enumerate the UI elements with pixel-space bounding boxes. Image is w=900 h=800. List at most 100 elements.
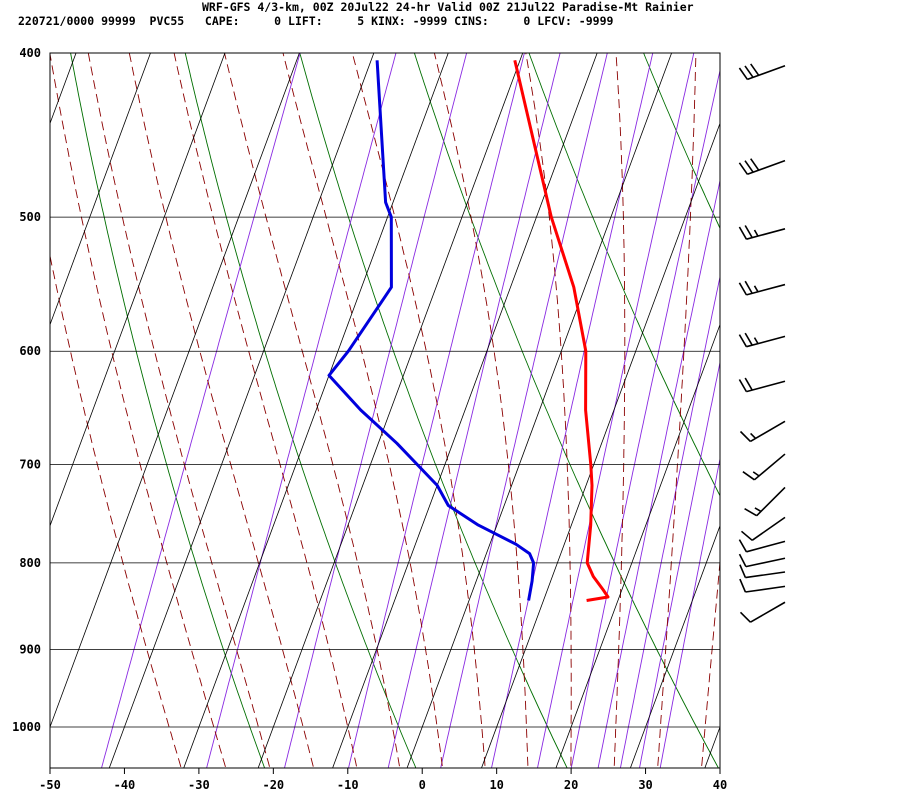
wind-barb-staff bbox=[747, 65, 786, 81]
temperature-tick-label: -40 bbox=[114, 778, 136, 792]
wind-barb-feather bbox=[744, 160, 754, 173]
mixing-ratio-line bbox=[619, 274, 720, 768]
sounding-profiles bbox=[327, 59, 610, 602]
wind-barb-feather bbox=[738, 162, 749, 175]
wind-barb-half-feather bbox=[753, 229, 759, 237]
moist-adiabat-line bbox=[282, 53, 443, 768]
wind-barb bbox=[738, 332, 786, 348]
isotherm-line bbox=[555, 323, 720, 768]
mixing-ratio-line bbox=[101, 53, 301, 768]
temperature-tick-label: 40 bbox=[713, 778, 727, 792]
mixing-ratio-line bbox=[440, 53, 608, 768]
wind-barb-feather bbox=[740, 530, 753, 541]
pressure-tick-label: 700 bbox=[19, 458, 41, 472]
temperature-tick-label: 0 bbox=[419, 778, 426, 792]
wind-barb-feather bbox=[738, 379, 748, 393]
wind-barb-half-feather bbox=[750, 432, 757, 439]
moist-adiabat-line bbox=[351, 53, 486, 768]
isotherm-line bbox=[481, 122, 720, 768]
wind-barb-feather bbox=[744, 508, 758, 517]
temperature-profile-line bbox=[513, 59, 610, 602]
wind-barbs bbox=[738, 63, 786, 623]
wind-barb bbox=[739, 420, 786, 443]
mixing-ratio-line bbox=[597, 178, 720, 768]
wind-barb bbox=[738, 225, 786, 240]
wind-barb-feather bbox=[742, 471, 755, 481]
wind-barb-half-feather bbox=[752, 471, 760, 477]
pressure-tick-label: 500 bbox=[19, 210, 41, 224]
wind-barb bbox=[739, 601, 786, 623]
wind-barb-staff bbox=[746, 380, 786, 393]
pressure-tick-label: 1000 bbox=[12, 720, 41, 734]
wind-barb-staff bbox=[747, 159, 786, 176]
wind-barb-feather bbox=[739, 578, 747, 593]
isotherm-line bbox=[50, 53, 77, 125]
temperature-tick-label: 30 bbox=[638, 778, 652, 792]
wind-barb-feather bbox=[739, 564, 747, 578]
wind-barb-staff bbox=[753, 453, 786, 481]
wind-barb bbox=[738, 539, 786, 553]
dry-adiabat-line bbox=[70, 53, 266, 768]
wind-barb-feather bbox=[738, 334, 748, 348]
wind-barb-feather bbox=[744, 332, 753, 346]
mixing-ratio-line bbox=[570, 68, 720, 768]
moist-adiabat-line bbox=[613, 53, 626, 768]
dry-adiabat-line bbox=[643, 53, 720, 230]
wind-barb-staff bbox=[745, 585, 786, 593]
wind-barb-feather bbox=[750, 63, 760, 76]
temperature-tick-label: -30 bbox=[188, 778, 210, 792]
wind-barb-staff bbox=[746, 228, 786, 240]
moist-adiabat-line bbox=[657, 53, 697, 768]
temperature-tick-label: -50 bbox=[39, 778, 61, 792]
wind-barb bbox=[744, 486, 786, 517]
wind-barb-feather bbox=[750, 158, 760, 171]
dry-adiabat-line bbox=[299, 53, 568, 768]
wind-barb bbox=[739, 564, 786, 579]
isotherm-line bbox=[108, 53, 375, 768]
wind-barb-feather bbox=[744, 225, 753, 239]
mixing-ratio-line bbox=[206, 53, 397, 768]
wind-barb-feather bbox=[739, 430, 751, 442]
wind-barb-half-feather bbox=[753, 285, 759, 293]
wind-barb-staff bbox=[746, 283, 786, 296]
moist-adiabat-line bbox=[128, 53, 315, 768]
dry-adiabat-line bbox=[184, 53, 417, 768]
isotherm-line bbox=[257, 53, 524, 768]
wind-barb-feather bbox=[738, 553, 747, 567]
isotherm-line bbox=[0, 53, 2, 768]
mixing-ratio-line bbox=[659, 456, 720, 768]
pressure-axis: 400 500 600 700 800 900 1000 bbox=[12, 46, 41, 734]
isotherm-line bbox=[50, 53, 300, 729]
dewpoint-profile-line bbox=[327, 60, 536, 601]
temperature-axis: -50 -40 -30 -20 -10 0 10 20 30 40 bbox=[39, 768, 727, 792]
isotherm-line bbox=[50, 53, 151, 326]
pressure-tick-label: 800 bbox=[19, 556, 41, 570]
wind-barb-staff bbox=[746, 335, 786, 348]
wind-barb bbox=[739, 578, 786, 593]
wind-barb-feather bbox=[738, 67, 749, 80]
temperature-tick-label: -20 bbox=[262, 778, 284, 792]
wind-barb bbox=[738, 63, 786, 81]
wind-barb bbox=[738, 377, 786, 393]
wind-barb-staff bbox=[746, 540, 786, 553]
dry-adiabat-line bbox=[413, 53, 719, 768]
dry-adiabat-line bbox=[873, 53, 900, 768]
wind-barb bbox=[738, 280, 786, 296]
moist-adiabat-line bbox=[525, 53, 572, 768]
wind-barb-half-feather bbox=[754, 507, 762, 513]
wind-barb-staff bbox=[745, 571, 786, 579]
wind-barb-feather bbox=[744, 377, 753, 391]
isotherm-group bbox=[0, 53, 720, 768]
wind-barb bbox=[738, 553, 786, 568]
moist-adiabat-line bbox=[173, 53, 358, 768]
mixing-ratio-line bbox=[639, 360, 720, 768]
isotherm-line bbox=[332, 53, 598, 768]
moist-adiabat-line bbox=[50, 253, 182, 768]
reference-lines bbox=[50, 53, 900, 768]
moist-adiabat-line bbox=[50, 53, 227, 768]
mixing-ratio-line bbox=[491, 53, 654, 768]
wind-barb bbox=[740, 516, 786, 541]
temperature-tick-label: -10 bbox=[337, 778, 359, 792]
wind-barb-half-feather bbox=[753, 337, 759, 345]
